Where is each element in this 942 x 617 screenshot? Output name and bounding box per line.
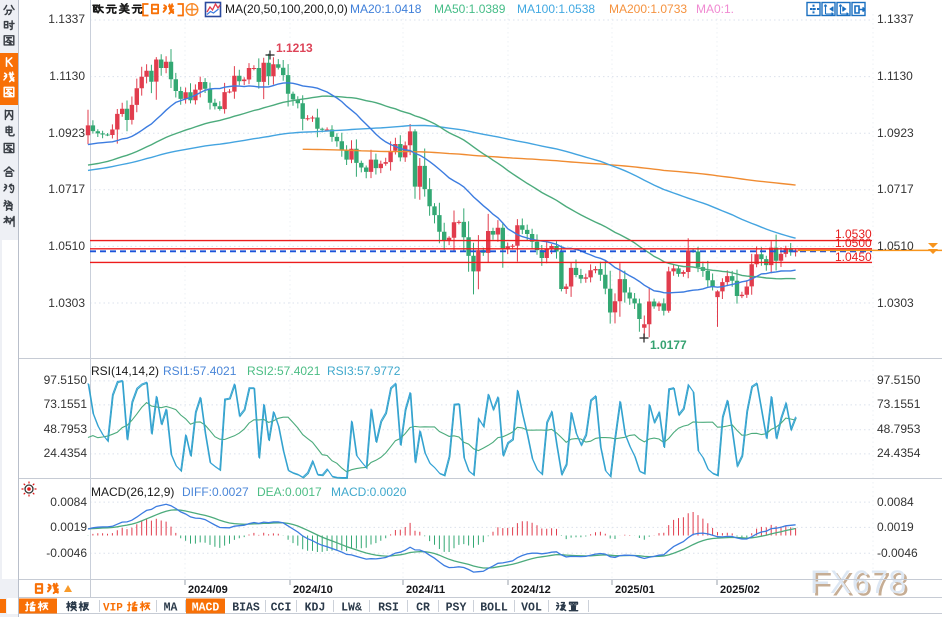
- svg-text:LW&: LW&: [341, 602, 362, 615]
- svg-text:MA: MA: [164, 602, 178, 615]
- svg-text:BIAS: BIAS: [232, 602, 260, 615]
- svg-text:BOLL: BOLL: [480, 602, 508, 615]
- svg-text:KDJ: KDJ: [305, 602, 326, 615]
- svg-text:VOL: VOL: [521, 602, 542, 615]
- svg-text:CR: CR: [416, 602, 430, 615]
- svg-text:PSY: PSY: [446, 602, 467, 615]
- svg-text:RSI: RSI: [378, 602, 399, 615]
- svg-text:CCI: CCI: [271, 602, 292, 615]
- svg-text:VIP: VIP: [103, 603, 123, 615]
- svg-text:MACD: MACD: [192, 602, 220, 615]
